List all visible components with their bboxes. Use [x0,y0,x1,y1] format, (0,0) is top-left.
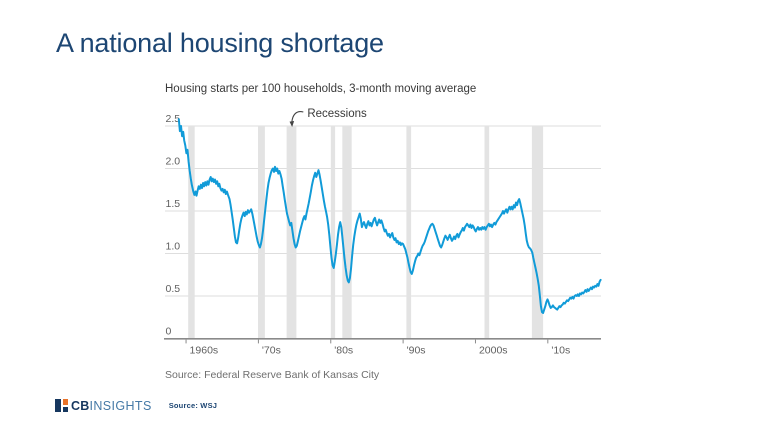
x-axis-tick-label: '10s [551,345,570,357]
footer-source: Source: WSJ [168,401,218,410]
y-axis-tick-label: 1.5 [166,198,181,210]
recession-band [330,126,336,339]
recession-band [406,126,412,339]
cbinsights-logo-icon [55,399,68,412]
y-axis-tick-label: 0 [166,326,172,338]
cbinsights-logo-insights: INSIGHTS [89,398,152,413]
page-title: A national housing shortage [56,28,384,58]
recession-band [484,126,490,339]
x-axis-tick-label: '70s [262,345,281,357]
x-axis-tick-label: 1960s [190,345,219,357]
x-axis-tick-label: '90s [407,345,426,357]
recession-band [286,126,297,339]
chart-subtitle: Housing starts per 100 households, 3-mon… [165,83,477,95]
y-axis-tick-label: 1.0 [166,241,181,253]
cb-logo-block-left [55,399,61,412]
y-axis-tick-label: 0.5 [166,283,181,295]
recessions-annotation-arrowhead [289,121,295,127]
chart-source: Source: Federal Reserve Bank of Kansas C… [165,369,380,381]
recessions-annotation-arrow [291,111,304,123]
recession-band [342,126,352,339]
housing-starts-line [177,118,602,314]
cbinsights-logo-cb: CB [71,398,90,413]
recession-band [188,126,195,339]
recession-band [258,126,265,339]
y-axis-tick-label: 2.5 [166,113,181,125]
cb-logo-block-bottom-right [62,406,68,412]
recessions-annotation-label: Recessions [307,108,367,120]
y-axis-tick-label: 2.0 [166,156,181,168]
recession-band [531,126,544,339]
x-axis-tick-label: 2000s [479,345,508,357]
x-axis-tick-label: '80s [334,345,353,357]
cb-logo-block-top-right [62,399,68,405]
footer: CB INSIGHTS Source: WSJ [55,398,217,413]
